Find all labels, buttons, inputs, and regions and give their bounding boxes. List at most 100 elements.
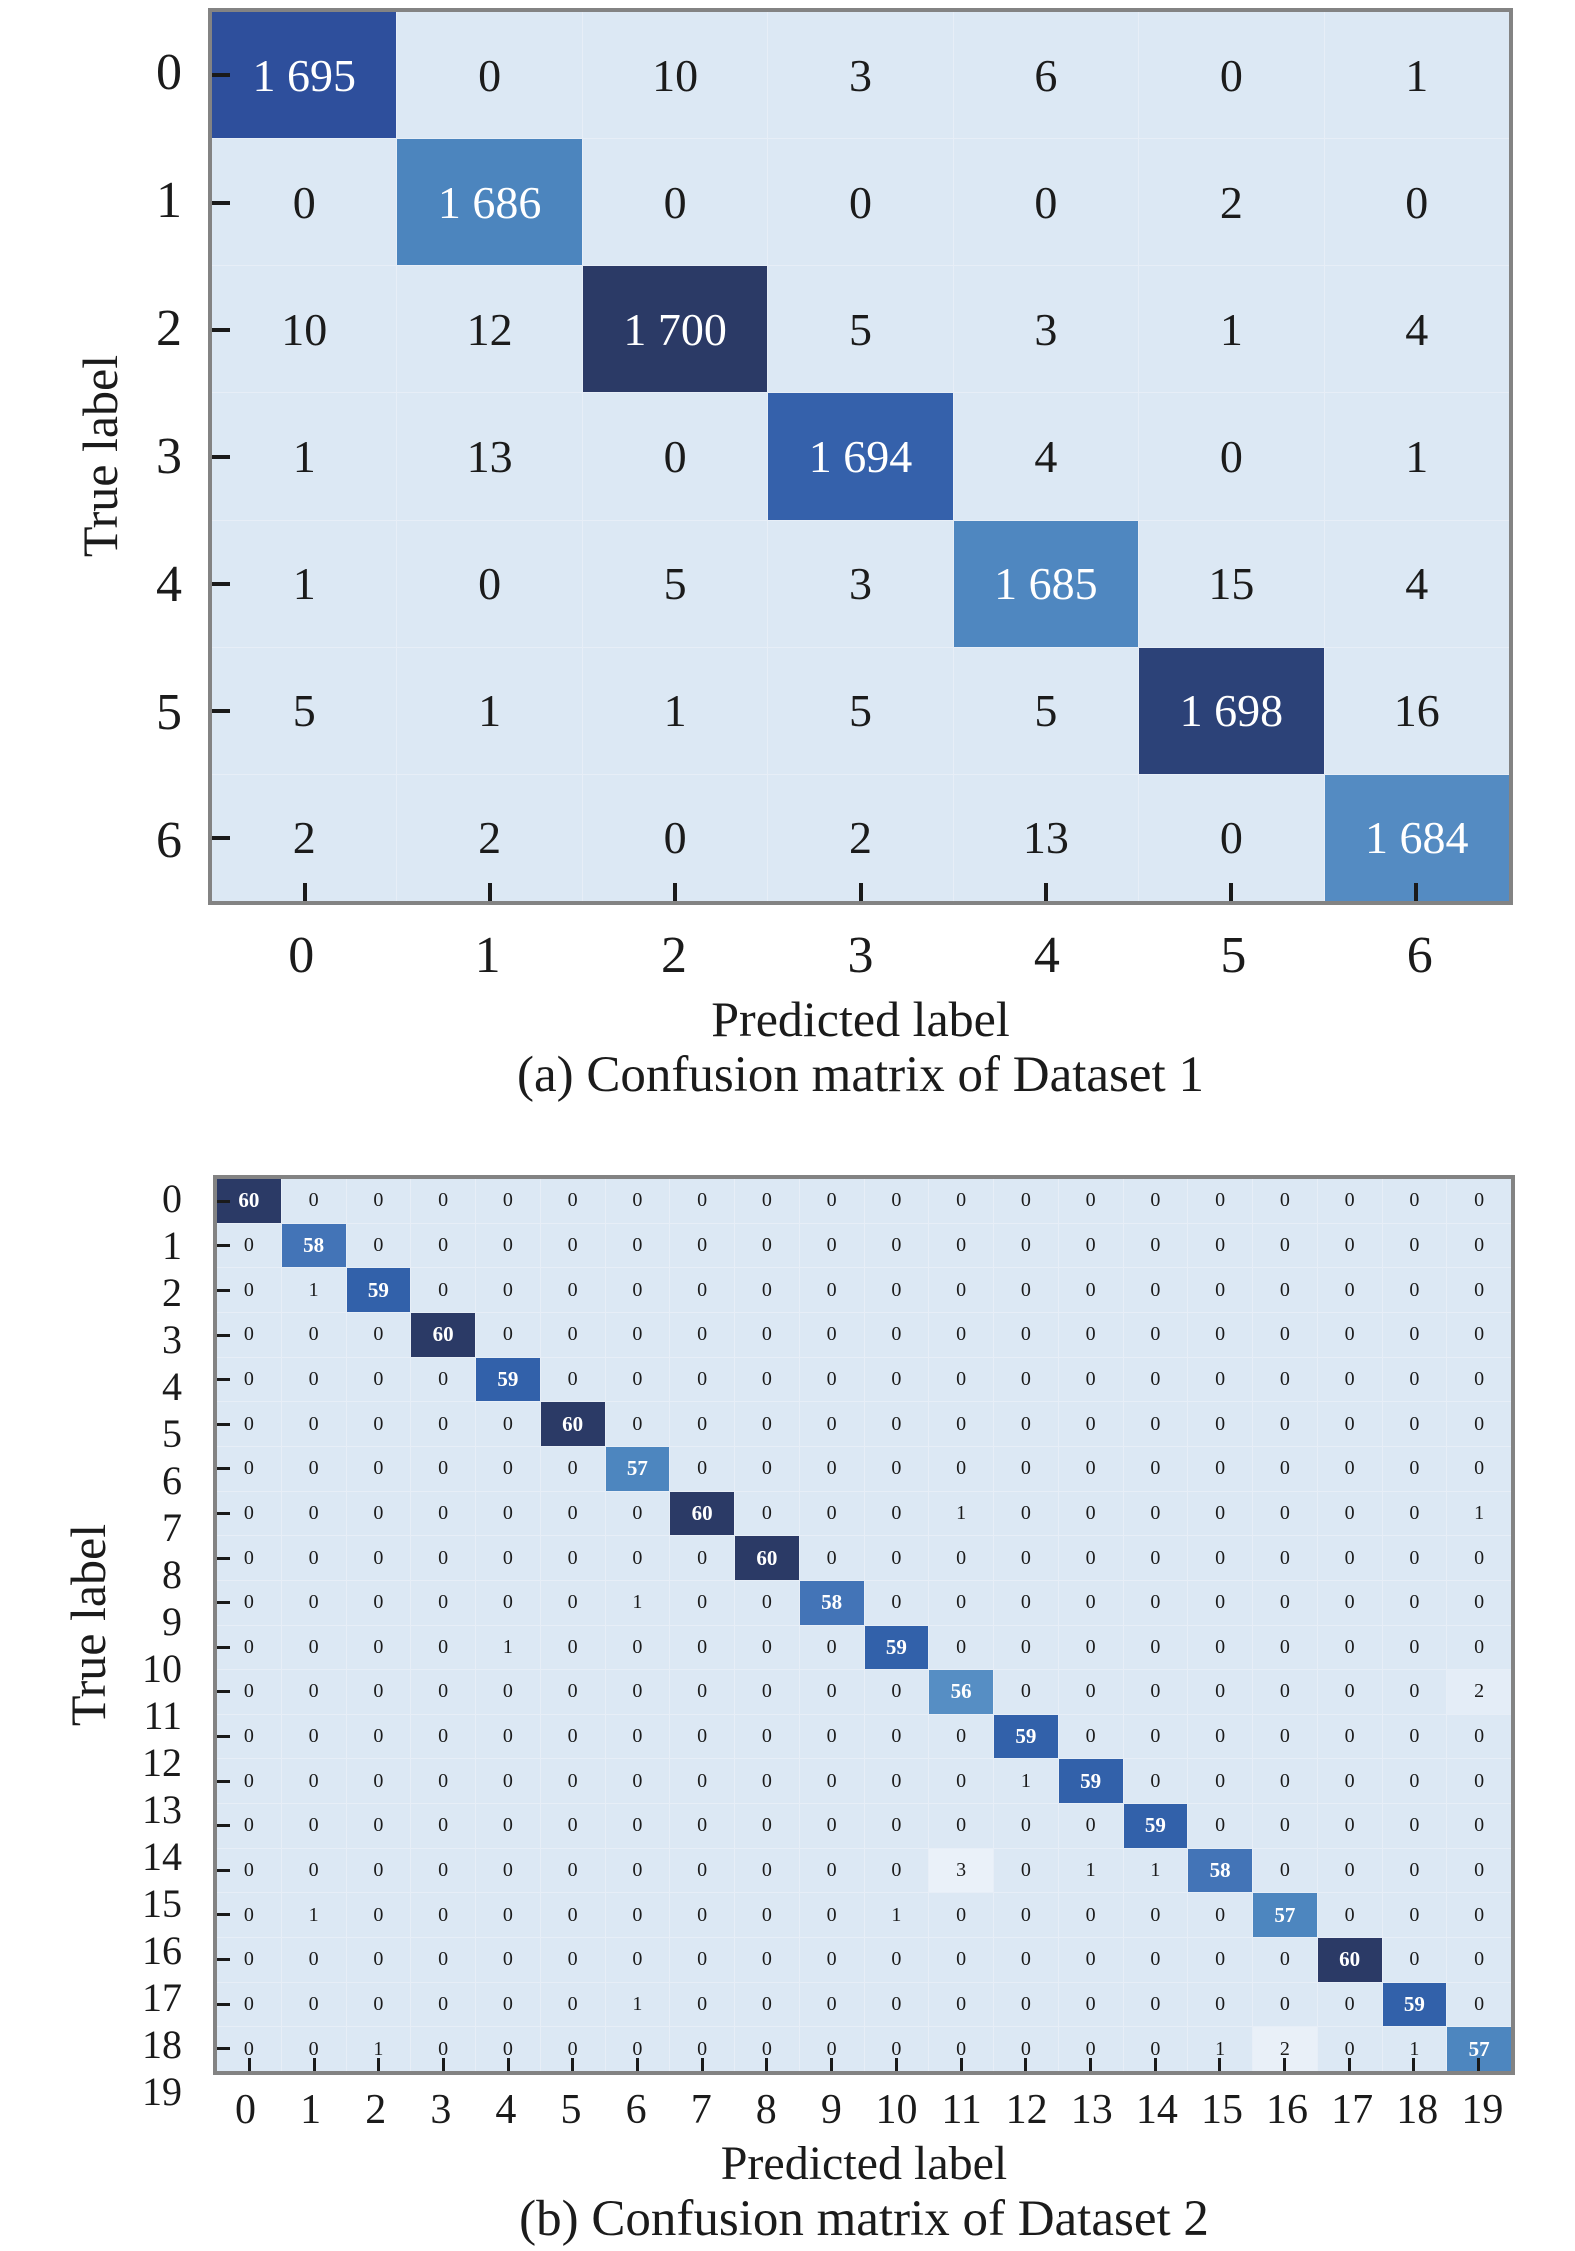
cell-r7-c1: 0	[281, 1491, 346, 1536]
cell-r1-c13: 0	[1058, 1223, 1123, 1268]
cell-r0-c5: 0	[540, 1179, 605, 1223]
cell-r18-c14: 0	[1123, 1982, 1188, 2027]
cell-r5-c14: 0	[1123, 1402, 1188, 1446]
cell-r12-c12: 59	[994, 1714, 1058, 1759]
heatmap-a-cells: 1 695 0 10 3 6 0 1 0 1 686 0 0 0 2 0 10 12 1 700 5 3 1 4 1 13 0…	[212, 12, 1509, 901]
cell-r10-c1: 0	[281, 1625, 346, 1670]
cell-r7-c10: 0	[864, 1491, 929, 1536]
cell-r3-c6: 0	[605, 1312, 670, 1357]
cell-r17-c11: 0	[929, 1938, 993, 1982]
cell-r2-c0: 0	[217, 1268, 281, 1312]
cell-r10-c18: 0	[1382, 1625, 1447, 1670]
cell-r11-c9: 0	[799, 1670, 864, 1714]
cell-r7-c16: 0	[1253, 1491, 1317, 1536]
cell-r5-c2: 1	[582, 647, 768, 774]
cell-r8-c5: 0	[540, 1536, 605, 1580]
cell-r0-c6: 1	[1324, 12, 1509, 139]
cell-r3-c18: 0	[1382, 1312, 1447, 1357]
cell-r1-c19: 0	[1447, 1223, 1511, 1268]
heatmap-b: 60 0 0 0 0 0 0 0 0 0 0 0 0 0 0 0 0 0 0 0 0 58 0 0 0 0 0 0 0 0 0 0 0 0 0 0 0 0…	[213, 1175, 1515, 2075]
cell-r16-c4: 0	[476, 1893, 540, 1938]
cell-r2-c14: 0	[1123, 1268, 1188, 1312]
cell-r8-c2: 0	[346, 1536, 411, 1580]
cell-r6-c18: 0	[1382, 1446, 1447, 1491]
cell-r6-c10: 0	[864, 1446, 929, 1491]
cell-r10-c9: 0	[799, 1625, 864, 1670]
cell-r18-c7: 0	[670, 1982, 734, 2027]
cell-r1-c6: 0	[1324, 139, 1509, 266]
cell-r4-c5: 15	[1139, 520, 1324, 647]
cell-r1-c1: 58	[281, 1223, 346, 1268]
cell-r2-c1: 1	[281, 1268, 346, 1312]
cell-r18-c19: 0	[1447, 1982, 1511, 2027]
cell-r13-c7: 0	[670, 1759, 734, 1804]
x-tick-label: 1	[474, 927, 501, 984]
cell-r7-c19: 1	[1447, 1491, 1511, 1536]
cell-r19-c19: 57	[1447, 2027, 1511, 2071]
cell-r9-c19: 0	[1447, 1580, 1511, 1625]
cell-r0-c13: 0	[1058, 1179, 1123, 1223]
cell-r4-c3: 3	[768, 520, 953, 647]
cell-r11-c7: 0	[670, 1670, 734, 1714]
cell-r17-c1: 0	[281, 1938, 346, 1982]
cell-r7-c4: 0	[476, 1491, 540, 1536]
cell-r4-c6: 4	[1324, 520, 1509, 647]
cell-r4-c4: 1 685	[953, 520, 1139, 647]
cell-r3-c6: 1	[1324, 393, 1509, 520]
cell-r0-c11: 0	[929, 1179, 993, 1223]
cell-r18-c16: 0	[1253, 1982, 1317, 2027]
cell-r12-c6: 0	[605, 1714, 670, 1759]
cell-r11-c18: 0	[1382, 1670, 1447, 1714]
cell-r11-c11: 56	[929, 1670, 993, 1714]
cell-r19-c12: 0	[994, 2027, 1058, 2071]
y-tick-label: 12	[142, 1740, 182, 1785]
x-tick-label: 11	[941, 2087, 982, 2133]
y-tick-label: 16	[142, 1928, 182, 1973]
cell-r8-c9: 0	[799, 1536, 864, 1580]
y-tick-label: 0	[156, 43, 182, 101]
x-axis-label-a: Predicted label	[711, 991, 1010, 1047]
x-tick-label: 16	[1266, 2087, 1309, 2133]
x-tick-label: 12	[1005, 2087, 1048, 2133]
x-tick-label: 9	[820, 2087, 842, 2133]
cell-r9-c1: 0	[281, 1580, 346, 1625]
cell-r4-c1: 0	[397, 520, 582, 647]
cell-r2-c17: 0	[1317, 1268, 1382, 1312]
cell-r8-c17: 0	[1317, 1536, 1382, 1580]
cell-r0-c0: 1 695	[212, 12, 397, 139]
cell-r1-c10: 0	[864, 1223, 929, 1268]
cell-r11-c4: 0	[476, 1670, 540, 1714]
cell-r1-c5: 0	[540, 1223, 605, 1268]
cell-r6-c2: 0	[582, 774, 768, 901]
x-tick-label: 5	[1220, 927, 1247, 984]
cell-r3-c9: 0	[799, 1312, 864, 1357]
cell-r18-c6: 1	[605, 1982, 670, 2027]
cell-r12-c19: 0	[1447, 1714, 1511, 1759]
cell-r9-c2: 0	[346, 1580, 411, 1625]
y-tick-label: 1	[156, 171, 182, 229]
cell-r2-c13: 0	[1058, 1268, 1123, 1312]
y-tick-label: 0	[162, 1176, 182, 1221]
cell-r0-c0: 60	[217, 1179, 281, 1223]
cell-r3-c16: 0	[1253, 1312, 1317, 1357]
cell-r9-c13: 0	[1058, 1580, 1123, 1625]
cell-r15-c8: 0	[735, 1848, 799, 1893]
cell-r8-c1: 0	[281, 1536, 346, 1580]
cell-r13-c18: 0	[1382, 1759, 1447, 1804]
cell-r14-c9: 0	[799, 1804, 864, 1848]
cell-r0-c6: 0	[605, 1179, 670, 1223]
cell-r0-c4: 6	[953, 12, 1139, 139]
cell-r3-c7: 0	[670, 1312, 734, 1357]
cell-r5-c7: 0	[670, 1402, 734, 1446]
cell-r3-c12: 0	[994, 1312, 1058, 1357]
cell-r16-c16: 57	[1253, 1893, 1317, 1938]
cell-r2-c5: 0	[540, 1268, 605, 1312]
cell-r2-c3: 0	[411, 1268, 475, 1312]
y-tick-label: 19	[142, 2069, 182, 2114]
cell-r18-c13: 0	[1058, 1982, 1123, 2027]
cell-r5-c12: 0	[994, 1402, 1058, 1446]
y-tick-label: 6	[162, 1458, 182, 1503]
x-tick-label: 3	[847, 927, 874, 984]
cell-r5-c15: 0	[1188, 1402, 1252, 1446]
cell-r11-c15: 0	[1188, 1670, 1252, 1714]
